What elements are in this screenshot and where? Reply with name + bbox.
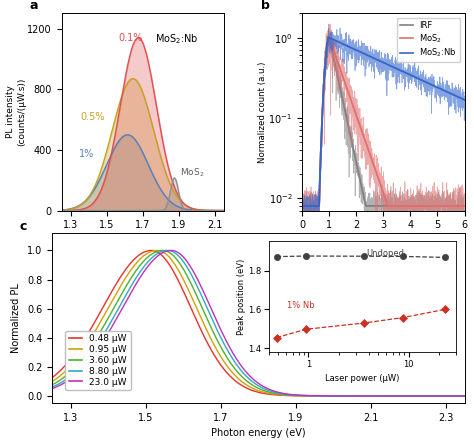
Text: 0.5%: 0.5% xyxy=(81,112,105,122)
X-axis label: Time (ns): Time (ns) xyxy=(360,236,406,246)
Legend: 0.48 μW, 0.95 μW, 3.60 μW, 8.80 μW, 23.0 μW: 0.48 μW, 0.95 μW, 3.60 μW, 8.80 μW, 23.0… xyxy=(65,331,130,390)
Y-axis label: Normalized PL: Normalized PL xyxy=(11,283,21,353)
Text: 0.1%: 0.1% xyxy=(118,34,143,43)
Text: c: c xyxy=(19,220,27,233)
Text: MoS$_2$: MoS$_2$ xyxy=(180,167,204,180)
Text: 1%: 1% xyxy=(79,149,94,159)
Text: a: a xyxy=(29,0,37,13)
Y-axis label: PL intensity
(counts/(μW.s)): PL intensity (counts/(μW.s)) xyxy=(7,78,26,146)
X-axis label: Energy (eV): Energy (eV) xyxy=(114,236,172,246)
Text: MoS$_2$:Nb: MoS$_2$:Nb xyxy=(155,32,199,46)
X-axis label: Photon energy (eV): Photon energy (eV) xyxy=(211,428,306,439)
Y-axis label: Normalized count (a.u.): Normalized count (a.u.) xyxy=(258,61,267,163)
Text: b: b xyxy=(262,0,270,13)
Legend: IRF, MoS$_2$, MoS$_2$:Nb: IRF, MoS$_2$, MoS$_2$:Nb xyxy=(397,17,460,62)
